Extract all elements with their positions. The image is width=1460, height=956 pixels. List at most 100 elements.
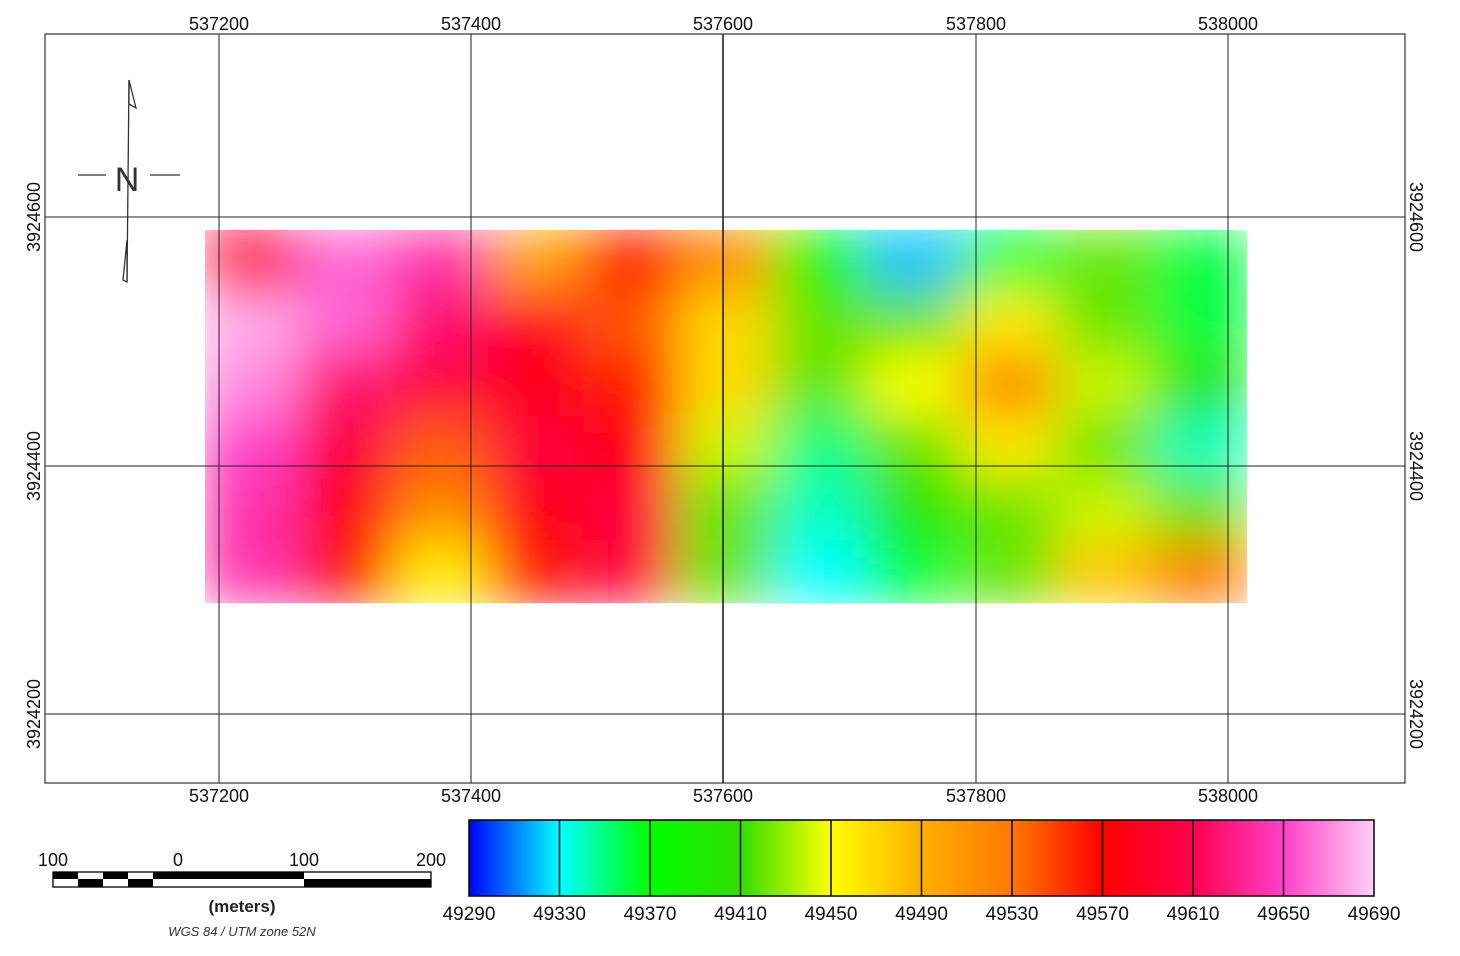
heatmap-cell — [677, 539, 775, 603]
heatmap-cell — [205, 230, 301, 294]
y-axis-labels-left: 3924600 3924400 3924200 — [24, 182, 44, 749]
y-tick-label: 3924600 — [1406, 182, 1426, 252]
heatmap-cell — [393, 539, 491, 603]
heatmap-cell — [488, 477, 585, 542]
scale-bar: 100 0 100 200 (meters) WGS 84 / UTM zone… — [38, 850, 446, 939]
heatmap-cell — [1056, 415, 1154, 480]
heatmap-cell — [867, 353, 964, 418]
heatmap-cell — [1151, 415, 1247, 480]
north-arrow-label: N — [115, 161, 140, 199]
color-legend-label: 49370 — [624, 904, 677, 925]
heatmap-cell — [1151, 477, 1247, 542]
heatmap-cell — [677, 230, 775, 294]
color-legend: 49290 49330 49370 49410 49450 49490 49530 49570… — [443, 819, 1401, 925]
x-tick-label: 538000 — [1198, 14, 1258, 34]
heatmap-cell — [1151, 230, 1247, 294]
heatmap-cell — [488, 353, 585, 418]
heatmap-cell — [582, 415, 680, 480]
heatmap-cell — [677, 477, 775, 542]
heatmap-cell — [867, 539, 964, 603]
heatmap-cell — [582, 477, 680, 542]
heatmap-cell — [867, 230, 964, 294]
heatmap-cell — [1151, 539, 1247, 603]
heatmap-cell — [298, 477, 396, 542]
heatmap-cell — [772, 539, 870, 603]
heatmap-cell — [393, 291, 491, 356]
color-legend-label: 49330 — [533, 904, 586, 925]
heatmap-cell — [961, 477, 1059, 542]
heatmap-cell — [961, 539, 1059, 603]
heatmap-cell — [677, 353, 775, 418]
x-tick-label: 537800 — [946, 786, 1006, 806]
heatmap-cell — [961, 353, 1059, 418]
heatmap-cell — [867, 415, 964, 480]
scale-label: 100 — [38, 850, 68, 870]
heatmap-cell — [393, 477, 491, 542]
heatmap-cell — [582, 353, 680, 418]
heatmap-cell — [1056, 477, 1154, 542]
scale-label: 0 — [173, 850, 183, 870]
heatmap-cell — [961, 230, 1059, 294]
north-arrow-icon: N — [78, 79, 180, 284]
heatmap-cell — [488, 415, 585, 480]
heatmap-cell — [1056, 291, 1154, 356]
heatmap-cell — [677, 415, 775, 480]
heatmap-cell — [772, 291, 870, 356]
y-tick-label: 3924400 — [24, 431, 44, 501]
heatmap-cell — [298, 230, 396, 294]
x-tick-label: 537400 — [441, 786, 501, 806]
scale-label: 100 — [289, 850, 319, 870]
heatmap-cell — [205, 291, 301, 356]
x-tick-label: 537600 — [693, 786, 753, 806]
heatmap-cell — [772, 477, 870, 542]
heatmap-cell — [677, 291, 775, 356]
x-axis-labels-bottom: 537200 537400 537600 537800 538000 — [189, 786, 1258, 806]
x-tick-label: 537600 — [693, 14, 753, 34]
heatmap-cell — [298, 539, 396, 603]
color-legend-label: 49410 — [714, 904, 767, 925]
heatmap-cell — [298, 353, 396, 418]
heatmap-cell — [1056, 353, 1154, 418]
coordinate-grid — [45, 34, 1405, 783]
magnetic-anomaly-heatmap — [205, 230, 1247, 603]
x-tick-label: 538000 — [1198, 786, 1258, 806]
color-legend-label: 49450 — [805, 904, 858, 925]
heatmap-cell — [961, 415, 1059, 480]
heatmap-cell — [1056, 230, 1154, 294]
color-legend-label: 49290 — [443, 904, 496, 925]
heatmap-cell — [205, 353, 301, 418]
heatmap-cell — [1151, 291, 1247, 356]
heatmap-cell — [582, 230, 680, 294]
heatmap-cell — [772, 230, 870, 294]
color-legend-label: 49490 — [895, 904, 948, 925]
y-tick-label: 3924200 — [1406, 679, 1426, 749]
heatmap-cell — [298, 291, 396, 356]
color-legend-label: 49570 — [1076, 904, 1129, 925]
heatmap-cell — [205, 477, 301, 542]
x-tick-label: 537800 — [946, 14, 1006, 34]
color-legend-label: 49530 — [986, 904, 1039, 925]
color-legend-label: 49690 — [1348, 904, 1401, 925]
heatmap-cell — [582, 539, 680, 603]
y-tick-label: 3924200 — [24, 679, 44, 749]
y-tick-label: 3924600 — [24, 182, 44, 252]
x-tick-label: 537400 — [441, 14, 501, 34]
x-tick-label: 537200 — [189, 786, 249, 806]
color-legend-label: 49610 — [1167, 904, 1220, 925]
heatmap-cell — [772, 353, 870, 418]
heatmap-cell — [205, 415, 301, 480]
y-tick-label: 3924400 — [1406, 431, 1426, 501]
coordinate-system-label: WGS 84 / UTM zone 52N — [168, 924, 316, 939]
heatmap-cell — [488, 230, 585, 294]
heatmap-cell — [961, 291, 1059, 356]
color-legend-label: 49650 — [1257, 904, 1310, 925]
heatmap-cell — [867, 477, 964, 542]
x-tick-label: 537200 — [189, 14, 249, 34]
x-axis-labels-top: 537200 537400 537600 537800 538000 — [189, 14, 1258, 34]
heatmap-cell — [393, 353, 491, 418]
heatmap-cell — [205, 539, 301, 603]
y-axis-labels-right: 3924600 3924400 3924200 — [1406, 182, 1426, 749]
heatmap-cell — [393, 230, 491, 294]
heatmap-cell — [488, 291, 585, 356]
